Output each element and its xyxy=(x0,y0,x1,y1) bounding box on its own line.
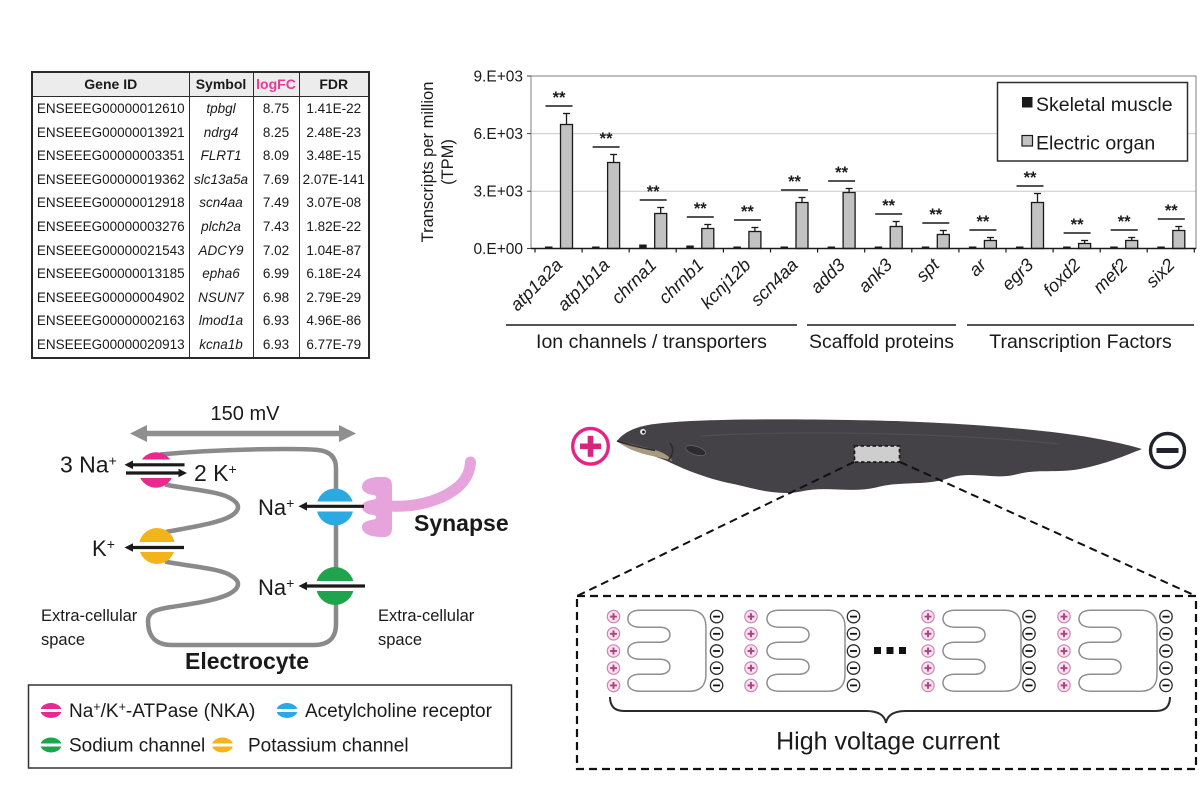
svg-text:**: ** xyxy=(835,164,848,182)
svg-text:Transcription Factors: Transcription Factors xyxy=(989,331,1172,353)
svg-text:chrna1: chrna1 xyxy=(607,255,660,308)
svg-text:**: ** xyxy=(976,213,989,231)
svg-text:**: ** xyxy=(647,183,660,201)
svg-text:**: ** xyxy=(600,130,613,148)
svg-text:2 K+: 2 K+ xyxy=(194,460,237,486)
svg-text:**: ** xyxy=(1165,202,1178,220)
svg-text:Scaffold proteins: Scaffold proteins xyxy=(809,331,954,353)
svg-text:**: ** xyxy=(929,206,942,224)
svg-text:3.E+03: 3.E+03 xyxy=(473,184,523,201)
svg-text:Sodium channel: Sodium channel xyxy=(69,736,205,757)
svg-text:Na+/K+-ATPase (NKA): Na+/K+-ATPase (NKA) xyxy=(69,700,255,722)
svg-text:**: ** xyxy=(553,89,566,107)
svg-text:Electric organ: Electric organ xyxy=(1036,133,1155,155)
svg-text:0.E+00: 0.E+00 xyxy=(473,241,523,258)
svg-text:six2: six2 xyxy=(1142,255,1179,292)
svg-text:space: space xyxy=(378,631,422,649)
svg-text:egr3: egr3 xyxy=(998,255,1038,295)
svg-text:foxd2: foxd2 xyxy=(1039,255,1084,300)
svg-text:space: space xyxy=(41,631,85,649)
svg-text:Acetylcholine receptor: Acetylcholine receptor xyxy=(305,701,493,722)
svg-text:150 mV: 150 mV xyxy=(211,403,281,425)
svg-text:K+: K+ xyxy=(92,536,115,561)
svg-text:(TPM): (TPM) xyxy=(439,139,457,185)
svg-text:**: ** xyxy=(788,173,801,191)
svg-text:9.E+03: 9.E+03 xyxy=(473,69,523,86)
svg-text:**: ** xyxy=(694,200,707,218)
svg-text:Extra-cellular: Extra-cellular xyxy=(41,607,138,625)
svg-text:add3: add3 xyxy=(806,255,848,297)
svg-text:Potassium channel: Potassium channel xyxy=(248,736,409,757)
svg-text:Electrocyte: Electrocyte xyxy=(185,648,309,674)
svg-text:atp1b1a: atp1b1a xyxy=(553,255,613,315)
svg-text:3 Na+: 3 Na+ xyxy=(60,452,117,478)
svg-text:Na+: Na+ xyxy=(258,575,294,600)
svg-text:Transcripts per million: Transcripts per million xyxy=(420,82,437,243)
svg-text:Synapse: Synapse xyxy=(414,510,509,536)
svg-text:kcnj12b: kcnj12b xyxy=(697,255,755,313)
svg-text:ank3: ank3 xyxy=(854,255,896,297)
svg-text:**: ** xyxy=(741,203,754,221)
svg-text:**: ** xyxy=(1071,216,1084,234)
svg-text:Skeletal muscle: Skeletal muscle xyxy=(1036,94,1173,116)
svg-text:Extra-cellular: Extra-cellular xyxy=(378,607,475,625)
svg-text:**: ** xyxy=(1118,213,1131,231)
svg-text:**: ** xyxy=(882,197,895,215)
svg-text:ar: ar xyxy=(965,254,991,280)
svg-text:mef2: mef2 xyxy=(1089,255,1131,297)
svg-text:Ion channels / transporters: Ion channels / transporters xyxy=(536,331,767,353)
svg-text:Na+: Na+ xyxy=(258,495,294,520)
svg-text:**: ** xyxy=(1024,169,1037,187)
svg-text:scn4aa: scn4aa xyxy=(747,255,802,310)
svg-text:spt: spt xyxy=(912,254,944,286)
svg-text:High voltage current: High voltage current xyxy=(776,728,1000,756)
svg-text:6.E+03: 6.E+03 xyxy=(473,126,523,143)
